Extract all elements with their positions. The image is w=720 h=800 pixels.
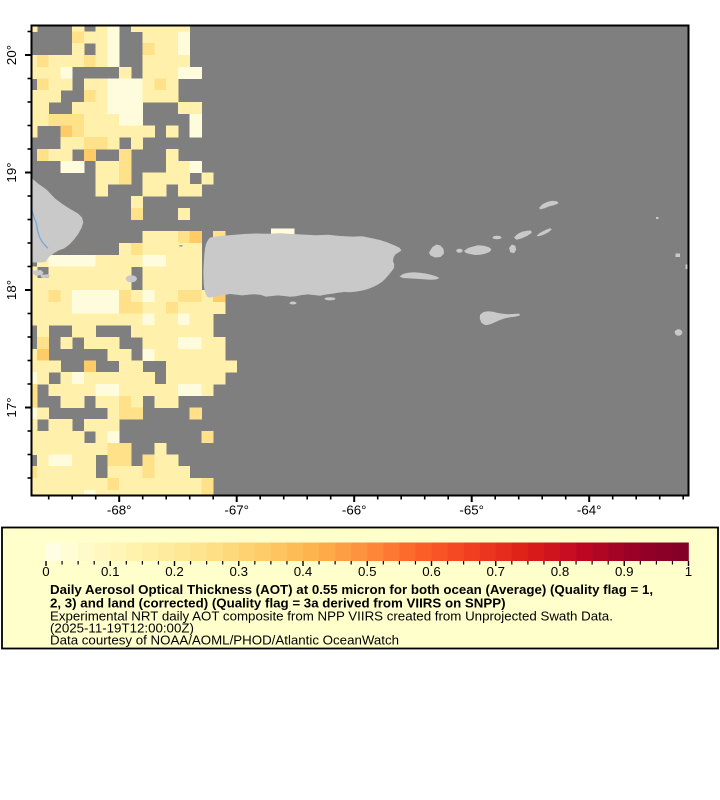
svg-text:0: 0 <box>42 564 49 579</box>
svg-text:0.1: 0.1 <box>101 564 120 579</box>
svg-text:0.9: 0.9 <box>615 564 634 579</box>
svg-text:2, 3) and land (corrected) (Qu: 2, 3) and land (corrected) (Quality flag… <box>50 596 506 611</box>
svg-text:20°: 20° <box>4 45 19 65</box>
svg-text:-65°: -65° <box>459 503 484 518</box>
svg-text:17°: 17° <box>4 397 19 417</box>
svg-text:0.5: 0.5 <box>358 564 377 579</box>
svg-text:19°: 19° <box>4 162 19 182</box>
svg-text:0.8: 0.8 <box>551 564 570 579</box>
svg-text:0.4: 0.4 <box>294 564 313 579</box>
svg-text:-64°: -64° <box>577 503 602 518</box>
svg-text:-66°: -66° <box>342 503 367 518</box>
svg-text:0.3: 0.3 <box>230 564 249 579</box>
svg-text:-67°: -67° <box>224 503 249 518</box>
svg-text:0.7: 0.7 <box>487 564 506 579</box>
svg-text:Daily Aerosol Optical Thicknes: Daily Aerosol Optical Thickness (AOT) at… <box>50 582 653 597</box>
svg-text:Data courtesy of NOAA/AOML/PHO: Data courtesy of NOAA/AOML/PHOD/Atlantic… <box>50 633 399 648</box>
svg-text:1: 1 <box>685 564 692 579</box>
svg-text:18°: 18° <box>4 280 19 300</box>
svg-text:(2025-11-19T12:00:00Z): (2025-11-19T12:00:00Z) <box>50 621 194 636</box>
svg-text:0.6: 0.6 <box>422 564 441 579</box>
svg-text:Experimental NRT daily AOT com: Experimental NRT daily AOT composite fro… <box>50 609 613 624</box>
svg-text:-68°: -68° <box>107 503 132 518</box>
svg-text:0.2: 0.2 <box>165 564 184 579</box>
